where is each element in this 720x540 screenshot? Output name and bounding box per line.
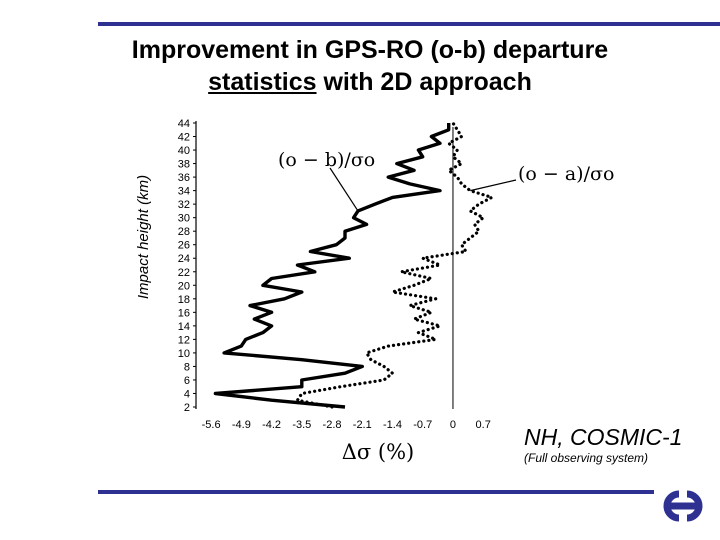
o-minus-b-line (213, 123, 451, 409)
x-tick-label: -2.1 (353, 419, 372, 431)
o-minus-a-label: (o − a)/σo (518, 163, 614, 185)
caption-sub: (Full observing system) (524, 451, 649, 465)
y-tick-label: 12 (178, 334, 190, 346)
y-tick-label: 2 (184, 402, 190, 414)
o-minus-b-leader-line (329, 167, 359, 212)
y-tick-label: 8 (184, 361, 190, 373)
y-tick-label: 4 (184, 388, 190, 400)
o-minus-a-line (295, 121, 494, 409)
y-tick-label: 30 (178, 213, 190, 225)
y-tick-label: 16 (178, 307, 190, 319)
y-tick-label: 6 (184, 375, 190, 387)
y-tick-label: 14 (178, 321, 190, 333)
y-tick-label: 28 (178, 226, 190, 238)
y-tick-label: 36 (178, 172, 190, 184)
y-tick-label: 44 (178, 118, 190, 130)
y-tick-label: 32 (178, 199, 190, 211)
y-tick-label: 40 (178, 145, 190, 157)
x-tick-label: -4.9 (232, 419, 251, 431)
y-tick-label: 34 (178, 186, 190, 198)
axes (193, 121, 454, 409)
y-tick-label: 20 (178, 280, 190, 292)
tick-labels: 2468101214161820222426283032343638404244… (178, 118, 491, 431)
title-line-1: Improvement in GPS-RO (o-b) departure (131, 36, 609, 64)
title-line-2-rest: with 2D approach (316, 68, 532, 96)
x-tick-label: 0 (450, 419, 456, 431)
o-minus-b-label: (o − b)/σo (278, 149, 375, 171)
y-tick-label: 18 (178, 294, 190, 306)
x-tick-label: 0.7 (476, 419, 491, 431)
y-tick-label: 24 (178, 253, 190, 265)
x-tick-label: -4.2 (262, 419, 281, 431)
y-tick-label: 42 (178, 132, 190, 144)
x-tick-label: -1.4 (383, 419, 402, 431)
caption-main: NH, COSMIC-1 (524, 424, 683, 450)
x-axis-label: Δσ (%) (342, 440, 415, 464)
slide-title: Improvement in GPS-RO (o-b) departure st… (60, 34, 680, 98)
ecmwf-logo-icon (663, 490, 703, 522)
series-lines (213, 121, 494, 409)
bottom-rule (98, 490, 654, 494)
title-line-2: statistics with 2D approach (60, 66, 680, 98)
annotations: (o − b)/σo (o − a)/σo (278, 149, 614, 212)
y-tick-label: 22 (178, 267, 190, 279)
top-rule (98, 22, 720, 26)
y-tick-label: 38 (178, 159, 190, 171)
o-minus-a-leader-line (470, 179, 517, 192)
y-axis-label: Impact height (km) (135, 175, 152, 299)
x-tick-label: -5.6 (202, 419, 221, 431)
y-tick-label: 26 (178, 240, 190, 252)
x-tick-label: -0.7 (413, 419, 432, 431)
x-tick-label: -2.8 (323, 419, 342, 431)
title-underlined-word: statistics (208, 68, 317, 96)
y-tick-label: 10 (178, 348, 190, 360)
x-tick-label: -3.5 (292, 419, 311, 431)
